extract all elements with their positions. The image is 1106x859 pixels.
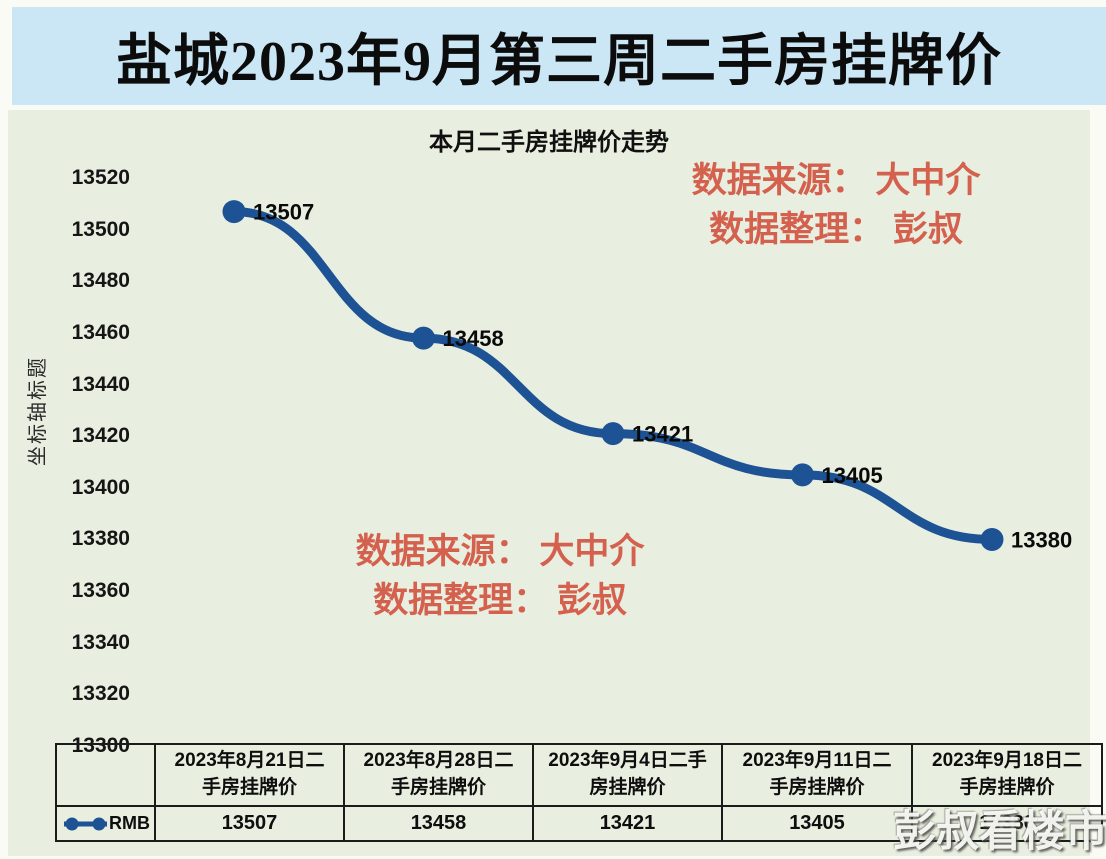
watermark-source-middle: 数据来源： 大中介 数据整理： 彭叔 <box>326 527 674 625</box>
table-header-cell: 2023年9月18日二 手房挂牌价 <box>911 743 1103 807</box>
watermark-source-top: 数据来源： 大中介 数据整理： 彭叔 <box>660 156 1012 254</box>
table-value-cell: 13507 <box>154 805 345 842</box>
table-header-cell: 2023年8月21日二 手房挂牌价 <box>154 743 345 807</box>
table-header-cell: 2023年9月4日二手 房挂牌价 <box>532 743 723 807</box>
table-header-row: 2023年8月21日二 手房挂牌价 2023年8月28日二 手房挂牌价 2023年9… <box>55 743 1103 807</box>
y-tick-label: 13360 <box>71 579 130 603</box>
y-tick-label: 13320 <box>71 682 130 706</box>
legend-series-label: RMB <box>109 813 150 833</box>
watermark-source-line: 数据来源： 大中介 <box>355 532 645 571</box>
page-title: 盐城2023年9月第三周二手房挂牌价 <box>116 30 1002 93</box>
table-value-cell: 13380 <box>911 805 1103 842</box>
watermark-editor-line: 数据整理： 彭叔 <box>709 210 963 249</box>
table-header-cell: 2023年9月11日二 手房挂牌价 <box>721 743 913 807</box>
y-tick-label: 13340 <box>71 630 130 654</box>
y-tick-label: 13500 <box>71 217 130 241</box>
y-tick-label: 13520 <box>71 166 130 189</box>
y-tick-label: 13420 <box>71 424 130 448</box>
legend-cell: RMB <box>55 805 156 842</box>
y-tick-label: 13400 <box>71 475 130 499</box>
y-tick-label: 13440 <box>71 372 130 396</box>
watermark-source-line: 数据来源： 大中介 <box>691 161 981 200</box>
table-header-cell: 2023年8月28日二 手房挂牌价 <box>343 743 534 807</box>
y-axis-title: 坐标轴标题 <box>27 356 49 466</box>
table-value-row: RMB 13507 13458 13421 13405 13380 <box>55 805 1103 842</box>
y-tick-label: 13480 <box>71 269 130 293</box>
y-tick-label: 13460 <box>71 320 130 344</box>
data-table: 2023年8月21日二 手房挂牌价 2023年8月28日二 手房挂牌价 2023年9… <box>55 743 1103 842</box>
legend-line-marker-icon <box>64 817 107 830</box>
watermark-editor-line: 数据整理： 彭叔 <box>373 581 627 620</box>
y-tick-label: 13380 <box>71 527 130 551</box>
title-banner: 盐城2023年9月第三周二手房挂牌价 <box>12 7 1106 105</box>
table-value-cell: 13421 <box>532 805 723 842</box>
watermark-brand: 彭叔看楼市 <box>893 808 1106 856</box>
table-corner-spacer <box>55 743 156 807</box>
table-value-cell: 13405 <box>721 805 913 842</box>
chart-title: 本月二手房挂牌价走势 <box>429 129 669 156</box>
table-value-cell: 13458 <box>343 805 534 842</box>
